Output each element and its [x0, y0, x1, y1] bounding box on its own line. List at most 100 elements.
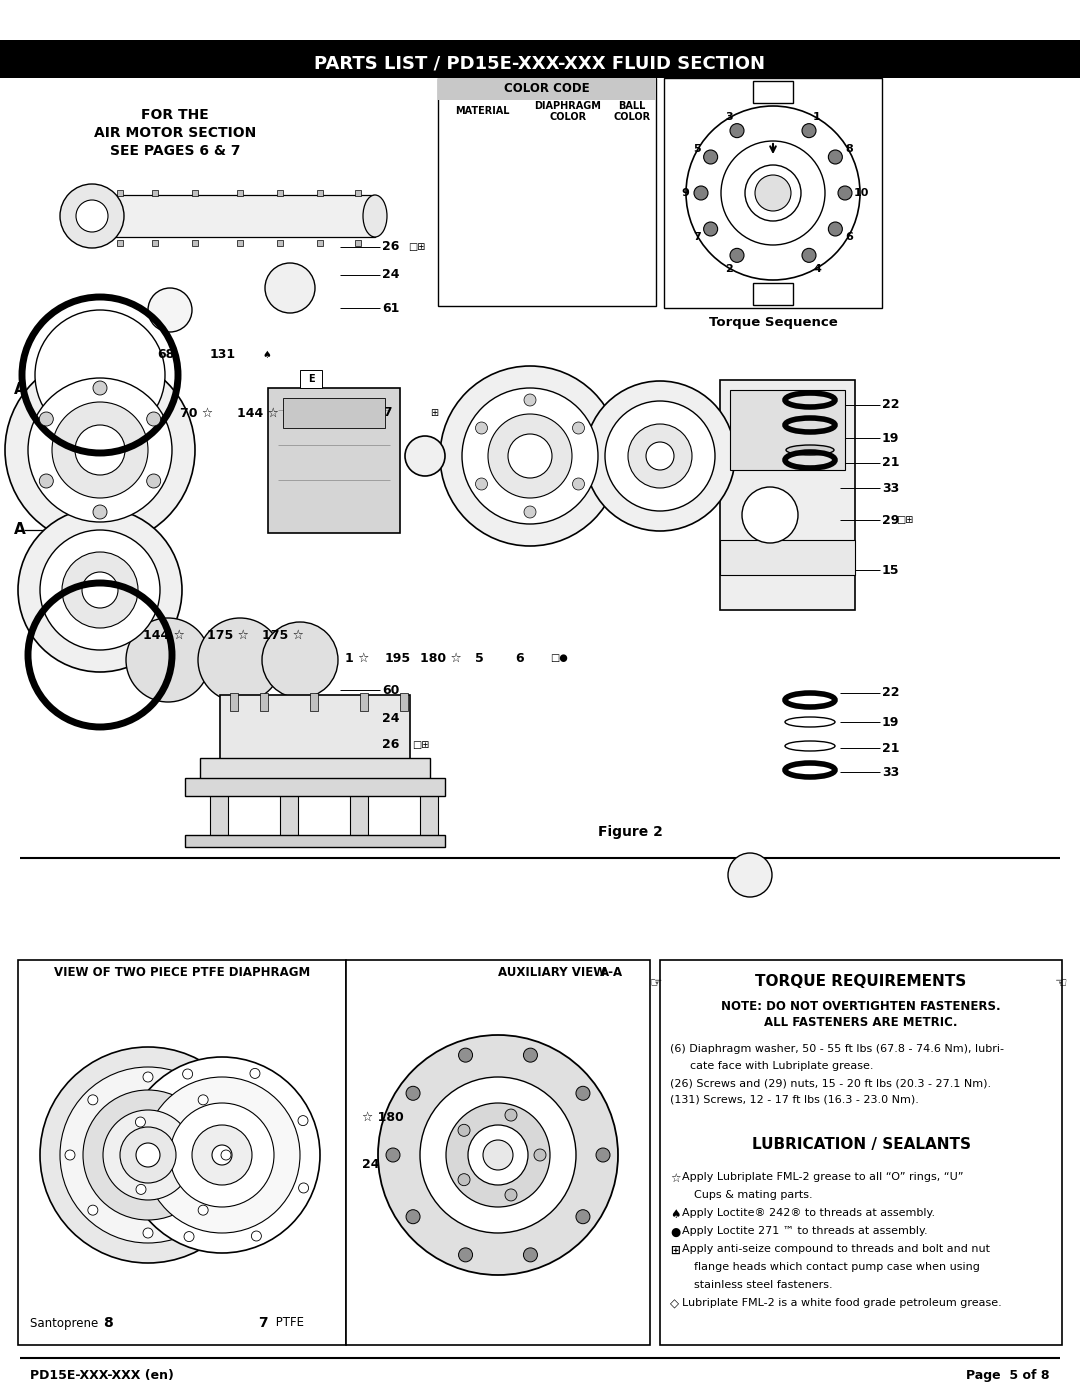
- Ellipse shape: [83, 196, 107, 237]
- Text: 8: 8: [846, 144, 853, 154]
- Bar: [117, 240, 123, 246]
- Bar: [300, 370, 322, 388]
- Circle shape: [120, 1127, 176, 1183]
- Text: 7: 7: [498, 407, 507, 419]
- Circle shape: [468, 1125, 528, 1185]
- Text: ◇: ◇: [670, 1298, 679, 1310]
- Text: DIAPHRAGM: DIAPHRAGM: [535, 101, 602, 110]
- Text: 21: 21: [882, 742, 900, 754]
- Text: Cups & mating parts.: Cups & mating parts.: [694, 1190, 812, 1200]
- Circle shape: [524, 1248, 538, 1261]
- Bar: [730, 390, 845, 469]
- Text: Lubriplate FML-2 is a white food grade petroleum grease.: Lubriplate FML-2 is a white food grade p…: [681, 1298, 1002, 1308]
- Circle shape: [386, 1148, 400, 1162]
- Circle shape: [704, 222, 717, 236]
- Bar: [420, 795, 438, 840]
- Circle shape: [730, 249, 744, 263]
- Circle shape: [459, 1048, 473, 1062]
- Circle shape: [475, 422, 487, 434]
- Text: Yellow (-): Yellow (-): [546, 270, 590, 278]
- Circle shape: [446, 1104, 550, 1207]
- Text: 6: 6: [515, 651, 524, 665]
- Bar: [283, 398, 384, 427]
- Circle shape: [124, 1058, 320, 1253]
- Circle shape: [458, 1125, 470, 1136]
- Circle shape: [144, 1077, 300, 1234]
- Circle shape: [405, 436, 445, 476]
- Text: 5: 5: [693, 144, 701, 154]
- Circle shape: [828, 149, 842, 163]
- Text: 69: 69: [338, 407, 355, 419]
- Text: Santoprene: Santoprene: [448, 182, 503, 190]
- Text: (6) Diaphragm washer, 50 - 55 ft lbs (67.8 - 74.6 Nm), lubri-: (6) Diaphragm washer, 50 - 55 ft lbs (67…: [670, 1044, 1004, 1053]
- Text: (-) Dash: (-) Dash: [549, 292, 588, 300]
- Circle shape: [576, 1087, 590, 1101]
- Text: ☜: ☜: [1055, 975, 1067, 989]
- Text: 68: 68: [157, 348, 174, 362]
- Circle shape: [730, 124, 744, 138]
- Circle shape: [298, 1116, 308, 1126]
- Text: 195: 195: [384, 651, 411, 665]
- Circle shape: [192, 1125, 252, 1185]
- Circle shape: [184, 1232, 194, 1242]
- Bar: [95, 196, 375, 237]
- Circle shape: [459, 1248, 473, 1261]
- Circle shape: [524, 506, 536, 518]
- Text: ALL FASTENERS ARE METRIC.: ALL FASTENERS ARE METRIC.: [765, 1016, 958, 1028]
- Circle shape: [143, 1228, 153, 1238]
- Text: White: White: [554, 247, 582, 257]
- Text: 4: 4: [813, 264, 821, 274]
- Circle shape: [75, 425, 125, 475]
- Text: 144 ☆: 144 ☆: [143, 629, 185, 641]
- Text: 24: 24: [382, 711, 400, 725]
- Bar: [192, 240, 198, 246]
- Text: Figure 2: Figure 2: [597, 826, 662, 840]
- Text: 70: 70: [298, 407, 315, 419]
- Text: 29: 29: [882, 514, 900, 527]
- Circle shape: [585, 381, 735, 531]
- Circle shape: [65, 1150, 75, 1160]
- Text: 21: 21: [882, 457, 900, 469]
- Text: PTFE: PTFE: [272, 1316, 303, 1330]
- Text: (26) Screws and (29) nuts, 15 - 20 ft lbs (20.3 - 27.1 Nm).: (26) Screws and (29) nuts, 15 - 20 ft lb…: [670, 1078, 991, 1088]
- Circle shape: [524, 394, 536, 407]
- Text: Page  5 of 8: Page 5 of 8: [967, 1369, 1050, 1382]
- Bar: [318, 240, 323, 246]
- Text: PD15E-XXX-XXX (en): PD15E-XXX-XXX (en): [30, 1369, 174, 1382]
- Bar: [237, 240, 243, 246]
- Circle shape: [298, 1183, 309, 1193]
- Circle shape: [18, 509, 183, 672]
- Ellipse shape: [786, 446, 834, 455]
- Text: A-A: A-A: [600, 965, 623, 978]
- Text: 22: 22: [882, 686, 900, 700]
- Text: COLOR: COLOR: [613, 112, 650, 122]
- Circle shape: [475, 478, 487, 490]
- Text: ⊞: ⊞: [670, 1243, 680, 1257]
- Circle shape: [82, 571, 118, 608]
- Ellipse shape: [363, 196, 387, 237]
- Text: 2: 2: [725, 264, 733, 274]
- Text: 3: 3: [725, 112, 733, 122]
- Text: flange heads which contact pump case when using: flange heads which contact pump case whe…: [694, 1261, 980, 1273]
- Bar: [360, 693, 368, 711]
- Circle shape: [458, 1173, 470, 1186]
- Circle shape: [87, 1206, 98, 1215]
- Text: LUBRICATION / SEALANTS: LUBRICATION / SEALANTS: [752, 1137, 971, 1151]
- Bar: [400, 693, 408, 711]
- Circle shape: [249, 1069, 260, 1078]
- Bar: [318, 190, 323, 196]
- Circle shape: [198, 617, 282, 703]
- Text: ☞: ☞: [649, 975, 662, 989]
- Circle shape: [143, 1071, 153, 1083]
- Text: 70 ☆: 70 ☆: [180, 407, 213, 419]
- Text: E: E: [308, 374, 314, 384]
- Bar: [438, 78, 656, 101]
- Circle shape: [534, 1148, 546, 1161]
- Circle shape: [721, 141, 825, 244]
- Bar: [355, 190, 361, 196]
- Text: N / A: N / A: [621, 204, 644, 212]
- Circle shape: [198, 1095, 208, 1105]
- Circle shape: [28, 379, 172, 522]
- Circle shape: [505, 1189, 517, 1201]
- Text: Santoprene: Santoprene: [448, 204, 503, 212]
